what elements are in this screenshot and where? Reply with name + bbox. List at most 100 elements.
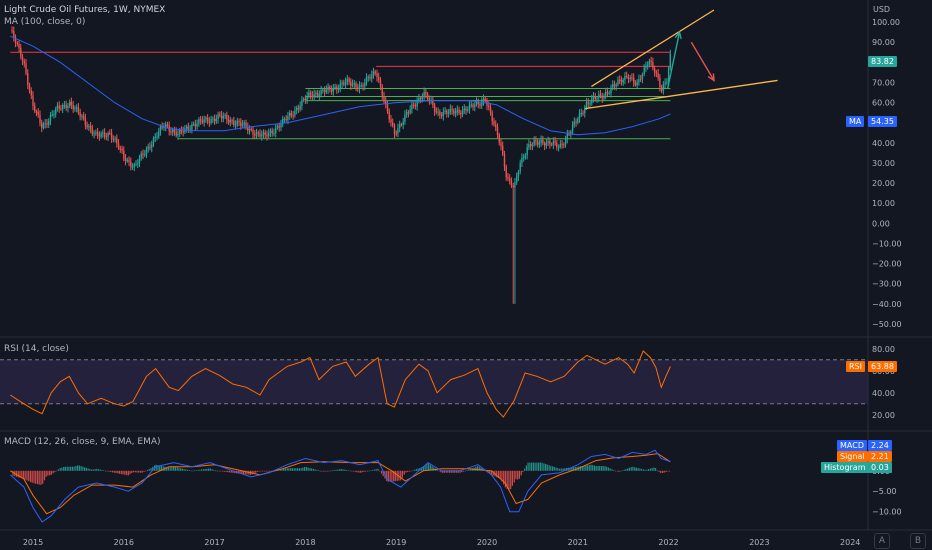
histogram-bar <box>297 468 299 471</box>
histogram-bar <box>375 469 377 471</box>
green-arrow-line[interactable] <box>667 31 681 89</box>
macd-legend[interactable]: MACD (12, 26, close, 9, EMA, EMA) <box>4 437 161 447</box>
candle-body <box>488 105 490 107</box>
candle-body <box>41 122 43 128</box>
histogram-bar <box>370 470 372 471</box>
histogram-bar <box>40 470 42 485</box>
histogram-bar <box>225 470 227 472</box>
time-axis-ticks[interactable]: 2015 2016 2017 2018 2019 2020 2021 2022 2023 2024 <box>23 538 861 547</box>
histogram-bar <box>641 468 643 471</box>
candle-body <box>100 133 102 137</box>
histogram-bar <box>260 470 262 472</box>
histogram-bar <box>103 470 105 471</box>
histogram-bar <box>510 470 512 490</box>
histogram-bar <box>471 468 473 471</box>
histogram-bar <box>152 466 154 471</box>
price-tick-label: 90.00 <box>872 38 895 47</box>
histogram-bar <box>335 469 337 471</box>
candle-body <box>165 124 167 128</box>
histogram-bar <box>77 465 79 471</box>
candle-body <box>526 147 528 155</box>
histogram-bar <box>284 468 286 471</box>
histogram-bar <box>178 467 180 471</box>
candle-body <box>536 141 539 145</box>
trend-line[interactable] <box>591 9 715 88</box>
candle-body <box>210 119 212 123</box>
candle-body <box>109 133 111 134</box>
histogram-bar <box>75 466 77 471</box>
candle-body <box>594 96 596 100</box>
histogram-bar <box>497 470 500 478</box>
candle-body <box>631 77 633 79</box>
candle-body <box>240 122 242 126</box>
main-pane[interactable]: 100.0090.0080.0070.0060.0050.0040.0030.0… <box>10 9 902 329</box>
histogram-bar <box>562 468 564 471</box>
candle-body <box>622 79 624 83</box>
histogram-bar <box>173 466 175 471</box>
candle-body <box>313 93 315 98</box>
histogram-bar <box>213 470 215 471</box>
histogram-bar <box>496 470 498 478</box>
histogram-bar <box>377 468 379 471</box>
histogram-bar <box>218 470 220 472</box>
ma-legend[interactable]: MA (100, close, 0) <box>4 17 86 27</box>
histogram-bar <box>588 465 590 471</box>
currency-label[interactable]: USD <box>873 5 891 14</box>
histogram-bar <box>457 470 459 473</box>
histogram-bar <box>469 469 472 471</box>
macd-pane[interactable]: 5.000.00−5.00−10.00 <box>9 446 902 523</box>
macd-histogram <box>12 462 671 491</box>
candle-body <box>648 60 651 65</box>
histogram-bar <box>660 470 662 474</box>
histogram-bar <box>454 470 456 473</box>
histogram-bar <box>637 468 639 471</box>
candle-body <box>524 155 527 158</box>
histogram-bar <box>174 467 176 471</box>
histogram-bar <box>391 470 393 482</box>
candle-body <box>152 138 155 145</box>
histogram-bar <box>379 470 381 472</box>
histogram-bar <box>662 470 664 473</box>
histogram-bar <box>414 469 416 471</box>
settings-button[interactable]: B <box>910 533 926 549</box>
histogram-bar <box>171 467 173 471</box>
histogram-bar <box>228 470 231 473</box>
ma-tag: MA <box>846 116 865 127</box>
trend-line[interactable] <box>584 79 778 110</box>
symbol-title[interactable]: Light Crude Oil Futures, 1W, NYMEX <box>4 5 166 15</box>
histogram-bar <box>122 470 124 475</box>
histogram-bar <box>31 470 33 483</box>
candle-body <box>582 112 584 114</box>
histogram-bar <box>202 469 204 471</box>
forecast-arrows <box>667 30 715 89</box>
candle-body <box>98 135 101 137</box>
candle-body <box>278 126 280 128</box>
histogram-bar <box>220 470 222 472</box>
red-arrow-line[interactable] <box>690 41 715 81</box>
histogram-bar <box>138 470 140 473</box>
candle-body <box>243 122 245 125</box>
candle-body <box>220 115 223 119</box>
candle-body <box>89 126 92 130</box>
histogram-bar <box>387 470 389 482</box>
histogram-bar <box>117 470 119 474</box>
signal-tag: Signal <box>837 451 868 462</box>
candle-body <box>348 78 350 82</box>
candle-body <box>350 81 352 86</box>
timezone-button[interactable]: A <box>874 533 890 549</box>
candle-body <box>308 92 310 97</box>
rsi-legend[interactable]: RSI (14, close) <box>4 344 69 354</box>
candle-body <box>229 120 231 123</box>
candle-body <box>653 68 656 73</box>
candle-body <box>367 77 369 79</box>
histogram-bar <box>621 470 623 472</box>
candle-body <box>296 107 298 111</box>
histogram-bar <box>201 469 203 471</box>
candle-body <box>14 37 17 44</box>
candle-body <box>46 123 48 125</box>
candle-body <box>603 95 605 99</box>
candle-body <box>543 143 546 146</box>
histogram-bar <box>442 470 444 473</box>
